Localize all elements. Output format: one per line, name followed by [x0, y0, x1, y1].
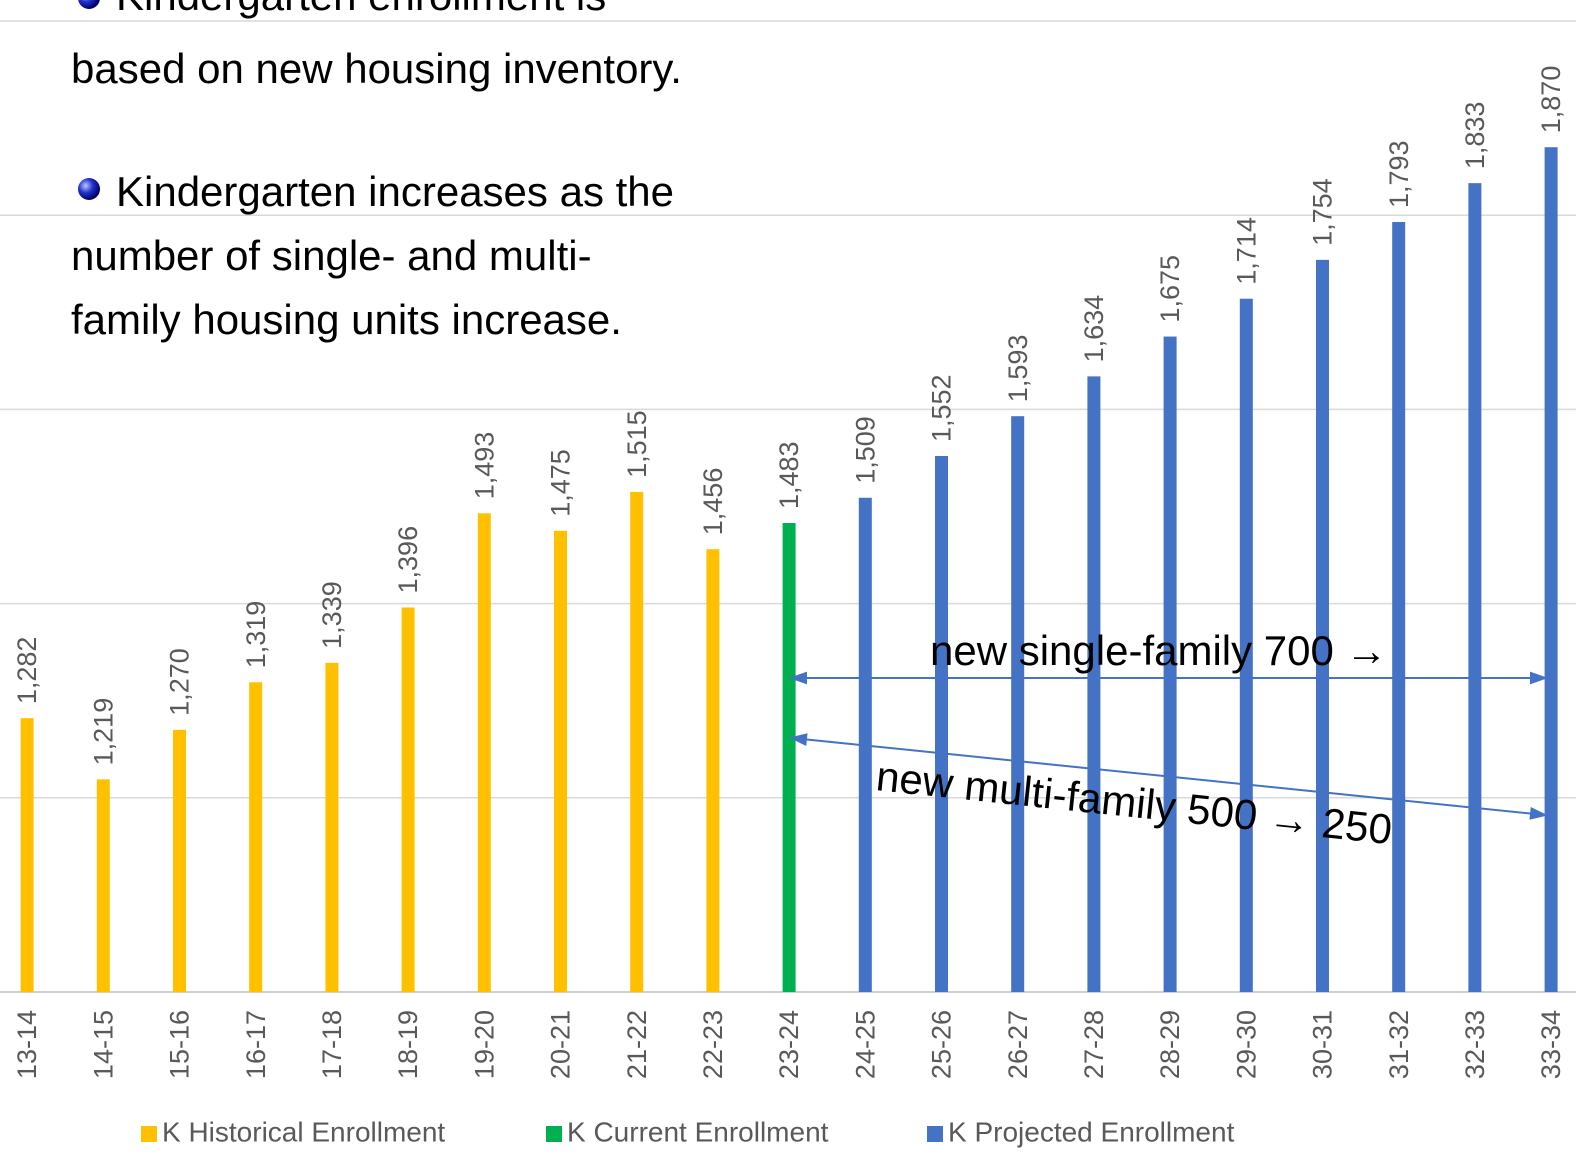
- bullet-text: Kindergarten increases as the: [116, 168, 674, 215]
- bar: [325, 662, 339, 992]
- x-tick-label: 17-18: [317, 1010, 347, 1079]
- value-label: 1,319: [241, 601, 271, 669]
- x-tick-label: 30-31: [1308, 1010, 1338, 1079]
- bar: [173, 729, 186, 992]
- bar: [554, 530, 567, 992]
- value-label: 1,754: [1308, 178, 1338, 246]
- value-label: 1,793: [1384, 140, 1414, 208]
- bar: [782, 523, 796, 992]
- value-label: 1,483: [774, 441, 804, 509]
- value-label: 1,833: [1460, 102, 1490, 170]
- x-tick-label: 18-19: [393, 1010, 423, 1079]
- value-label: 1,714: [1231, 217, 1261, 285]
- value-label: 1,593: [1003, 335, 1033, 403]
- bar: [401, 607, 415, 992]
- bars: 1,282 1,219 1,270 1,319 1,339 1,396 1,493 1,475…: [12, 66, 1566, 993]
- value-label: 1,509: [850, 416, 880, 484]
- legend-label: K Current Enrollment: [567, 1116, 829, 1147]
- x-tick-label: 22-23: [698, 1010, 728, 1079]
- x-tick-label: 19-20: [469, 1010, 499, 1079]
- bar: [935, 456, 948, 992]
- bullet: [78, 178, 100, 200]
- bar: [1468, 183, 1482, 993]
- bar: [630, 491, 644, 992]
- value-label: 1,270: [165, 648, 195, 716]
- legend: K Historical Enrollment K Current Enrollm…: [141, 1116, 1235, 1147]
- bar: [706, 549, 720, 992]
- bar: [1392, 221, 1406, 992]
- x-tick-label: 26-27: [1003, 1010, 1033, 1079]
- value-label: 1,219: [88, 698, 118, 766]
- x-tick-label: 27-28: [1079, 1010, 1109, 1079]
- legend-label: K Projected Enrollment: [948, 1116, 1235, 1147]
- bullet-text: family housing units increase.: [71, 296, 622, 343]
- bar: [1011, 416, 1025, 992]
- legend-swatch: [546, 1126, 562, 1142]
- legend-label: K Historical Enrollment: [162, 1116, 445, 1147]
- bar: [1316, 259, 1329, 993]
- x-tick-label: 15-16: [165, 1010, 195, 1079]
- value-label: 1,634: [1079, 295, 1109, 363]
- arrows: [789, 671, 1548, 820]
- value-label: 1,339: [317, 581, 347, 649]
- x-tick-label: 32-33: [1460, 1010, 1490, 1079]
- bar: [477, 513, 491, 992]
- annotation: new single-family 700 →: [930, 627, 1388, 674]
- x-tick-label: 14-15: [88, 1010, 118, 1079]
- legend-swatch: [927, 1126, 943, 1142]
- value-label: 1,870: [1536, 66, 1566, 134]
- x-tick-label: 21-22: [622, 1010, 652, 1079]
- bar: [1087, 376, 1101, 992]
- arrow-head: [789, 733, 1548, 820]
- bar: [249, 682, 263, 992]
- bar: [1239, 298, 1253, 992]
- x-tick-label: 28-29: [1155, 1010, 1185, 1079]
- x-tick-label: 25-26: [927, 1010, 957, 1079]
- value-label: 1,456: [698, 468, 728, 536]
- x-tick-label: 29-30: [1231, 1010, 1261, 1079]
- x-tick-label: 16-17: [241, 1010, 271, 1079]
- bar: [96, 779, 110, 992]
- legend-swatch: [141, 1126, 157, 1142]
- bullet: [78, 0, 100, 9]
- x-tick-label: 24-25: [850, 1010, 880, 1079]
- value-label: 1,396: [393, 526, 423, 594]
- bar: [20, 718, 34, 992]
- bar: [1544, 147, 1558, 993]
- value-label: 1,675: [1155, 255, 1185, 323]
- bullet-text: Kindergarten enrollment is: [116, 0, 606, 19]
- bar: [1163, 336, 1177, 992]
- x-tick-label: 31-32: [1384, 1010, 1414, 1079]
- text-block: Kindergarten enrollment is based on new …: [71, 0, 682, 343]
- x-tick-label: 20-21: [546, 1010, 576, 1079]
- value-label: 1,552: [927, 374, 957, 442]
- value-label: 1,475: [546, 449, 576, 517]
- value-label: 1,515: [622, 410, 652, 478]
- value-label: 1,493: [469, 432, 499, 500]
- x-tick-label: 23-24: [774, 1010, 804, 1079]
- value-label: 1,282: [12, 637, 42, 705]
- x-tick-label: 13-14: [12, 1010, 42, 1079]
- bullet-text: based on new housing inventory.: [71, 45, 682, 92]
- arrow-line: [791, 737, 1546, 816]
- x-tick-label: 33-34: [1536, 1010, 1566, 1079]
- arrow-head: [789, 671, 1548, 685]
- bullet-text: number of single- and multi-: [71, 232, 592, 279]
